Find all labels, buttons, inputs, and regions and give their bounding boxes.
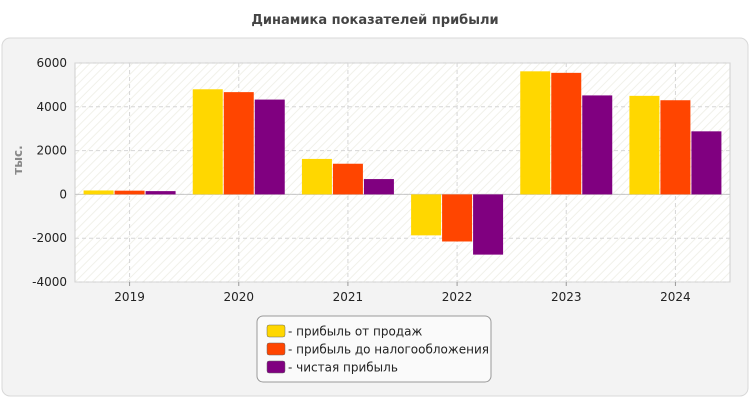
bar-3-2022 — [473, 194, 504, 255]
bar-3-2021 — [363, 179, 394, 195]
legend-label: - чистая прибыль — [288, 361, 398, 375]
bar-2-2023 — [551, 72, 582, 195]
bar-1-2022 — [411, 194, 442, 236]
bar-3-2019 — [145, 191, 176, 195]
bar-2-2020 — [223, 92, 254, 195]
y-tick-label: 4000 — [36, 100, 67, 114]
x-tick-label: 2024 — [660, 290, 691, 304]
bars — [83, 71, 722, 255]
bar-2-2021 — [332, 163, 363, 195]
chart-title: Динамика показателей прибыли — [251, 13, 498, 28]
bar-2-2019 — [114, 190, 145, 195]
x-tick-label: 2019 — [114, 290, 145, 304]
legend-label: - прибыль от продаж — [288, 325, 422, 339]
legend-swatch — [266, 342, 286, 356]
legend: - прибыль от продаж - прибыль до налогооб… — [256, 315, 492, 383]
y-axis-label: тыс. — [11, 145, 25, 174]
bar-2-2024 — [660, 100, 691, 195]
plot-area — [74, 62, 731, 283]
legend-swatch — [266, 324, 286, 338]
legend-swatch — [266, 360, 286, 374]
y-tick-label: -2000 — [32, 231, 67, 245]
y-axis-ticks: -4000 -2000 0 2000 4000 6000 — [32, 56, 67, 289]
bar-1-2020 — [192, 89, 223, 195]
bar-1-2024 — [629, 95, 660, 195]
legend-label: - прибыль до налогообложения — [288, 343, 489, 357]
bar-1-2021 — [301, 158, 332, 195]
legend-box — [256, 315, 492, 383]
bar-3-2020 — [254, 99, 285, 195]
bar-2-2022 — [442, 194, 473, 242]
bar-1-2023 — [520, 71, 551, 195]
y-tick-label: 6000 — [36, 56, 67, 70]
x-tick-label: 2021 — [333, 290, 364, 304]
y-tick-label: 2000 — [36, 144, 67, 158]
bar-3-2023 — [582, 95, 613, 195]
x-axis-ticks: 2019 2020 2021 2022 2023 2024 — [114, 282, 691, 304]
bar-3-2024 — [691, 131, 722, 195]
y-tick-label: 0 — [59, 187, 67, 201]
x-tick-label: 2020 — [223, 290, 254, 304]
bar-1-2019 — [83, 190, 114, 195]
x-tick-label: 2022 — [442, 290, 473, 304]
y-tick-label: -4000 — [32, 275, 67, 289]
x-tick-label: 2023 — [551, 290, 582, 304]
